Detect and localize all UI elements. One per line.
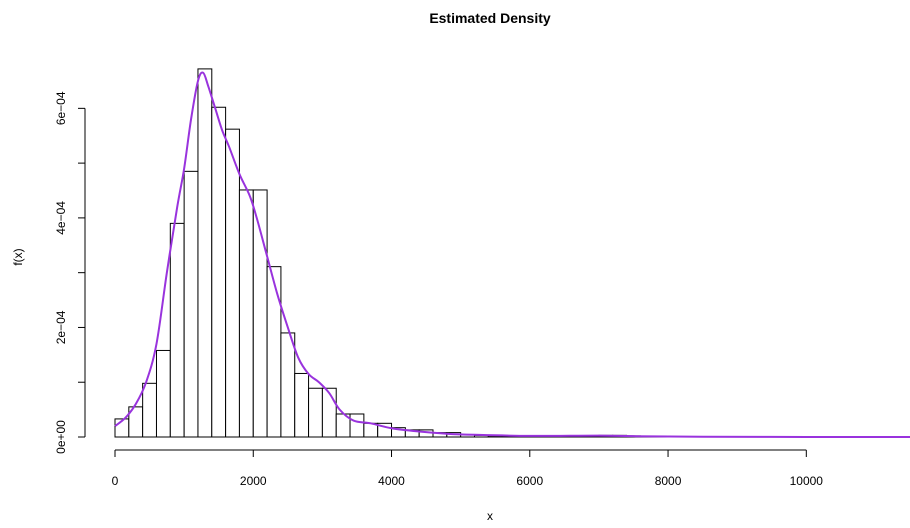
y-axis: 0e+00 2e−04 4e−04 6e−04 — [54, 91, 86, 454]
y-tick-label: 2e−04 — [54, 310, 68, 344]
histogram-bar — [211, 106, 227, 438]
histogram-bar — [349, 413, 365, 438]
density-curve-layer — [114, 71, 910, 438]
histogram-bar — [238, 189, 254, 438]
x-tick-label: 10000 — [790, 474, 824, 488]
histogram-bar — [266, 266, 282, 438]
histogram-bar — [280, 332, 296, 438]
x-tick-label: 4000 — [378, 474, 405, 488]
x-axis-label: x — [487, 509, 493, 523]
y-axis-label: f(x) — [11, 248, 25, 265]
histogram-bar — [308, 387, 323, 438]
histogram-bar — [225, 128, 240, 438]
x-tick-label: 0 — [112, 474, 119, 488]
y-tick-label: 4e−04 — [54, 201, 68, 235]
histogram-bars — [114, 68, 669, 438]
histogram-bar — [183, 170, 199, 438]
x-tick-label: 2000 — [240, 474, 267, 488]
x-tick-label: 8000 — [655, 474, 682, 488]
y-tick-label: 0e+00 — [54, 420, 68, 454]
histogram-bar — [169, 222, 185, 438]
chart-title: Estimated Density — [429, 10, 551, 26]
histogram-bar — [142, 382, 157, 438]
histogram-bar — [155, 349, 171, 438]
histogram-bar — [197, 68, 213, 438]
histogram-bar — [294, 372, 310, 438]
histogram-bar — [321, 387, 337, 438]
density-curve — [114, 71, 910, 438]
x-axis: 0 2000 4000 6000 8000 10000 — [112, 449, 824, 488]
y-tick-label: 6e−04 — [54, 91, 68, 125]
x-tick-label: 6000 — [516, 474, 543, 488]
